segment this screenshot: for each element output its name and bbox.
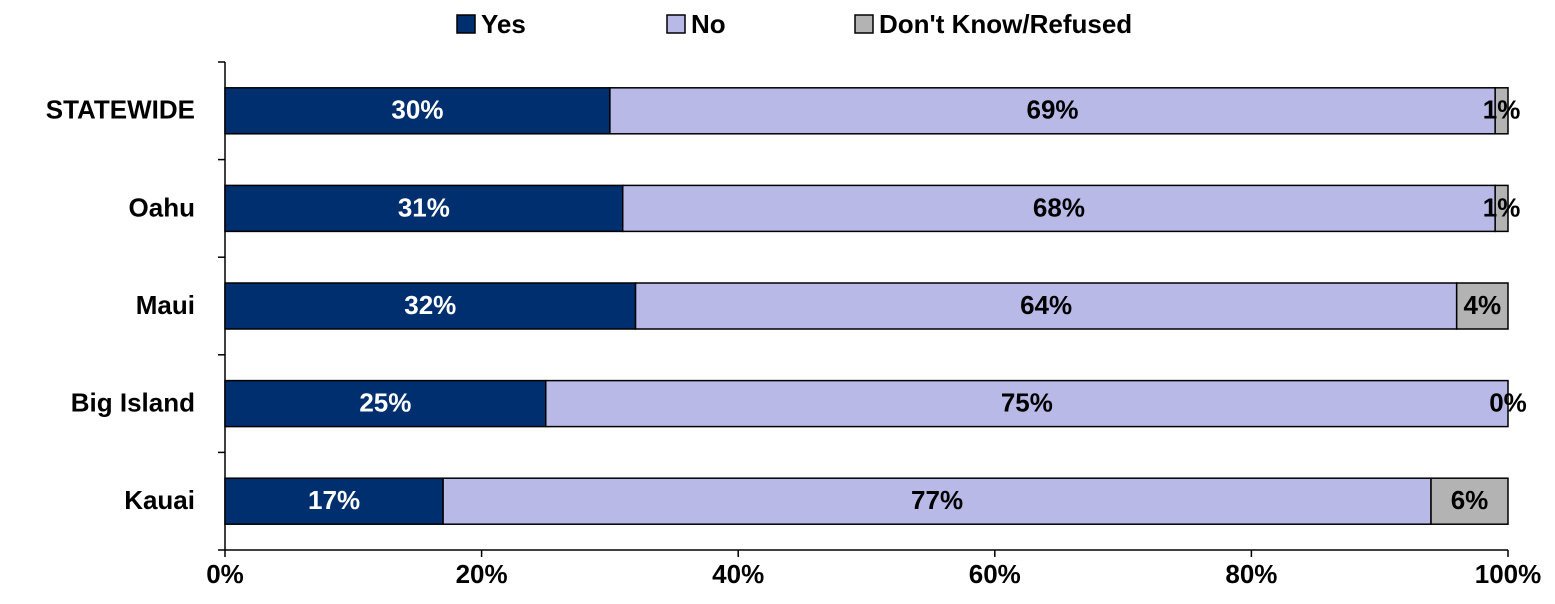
- bar-maui-no: [634, 282, 1458, 330]
- bar-kauai-don-t-know-refused: [1430, 477, 1509, 525]
- axes: 0% 20% 40% 60% 80% 100% STATEWIDE Oahu Maui Big I…: [46, 61, 1542, 589]
- data-label-oahu-don-t-know-refused: 1%: [1483, 192, 1521, 222]
- category-label-statewide: STATEWIDE: [46, 95, 195, 125]
- x-tick-label: 0%: [206, 559, 244, 589]
- data-label-statewide-no: 69%: [1027, 95, 1079, 125]
- data-label-kauai-don-t-know-refused: 6%: [1451, 485, 1489, 515]
- bar-oahu-don-t-know-refused: [1494, 184, 1509, 233]
- x-tick-label: 100%: [1475, 559, 1542, 589]
- bars: [224, 87, 1509, 525]
- legend-swatch-yes: [456, 14, 476, 34]
- data-label-statewide-don-t-know-refused: 1%: [1483, 95, 1521, 125]
- x-tick-label: 80%: [1225, 559, 1277, 589]
- x-tick-label: 20%: [456, 559, 508, 589]
- data-label-kauai-no: 77%: [911, 485, 963, 515]
- bar-big-island-no: [545, 379, 1509, 428]
- data-label-oahu-no: 68%: [1033, 192, 1085, 222]
- category-label-oahu: Oahu: [129, 192, 195, 222]
- bar-statewide-no: [609, 87, 1496, 135]
- data-label-big-island-yes: 25%: [359, 387, 411, 417]
- bar-big-island-yes: [224, 379, 547, 428]
- category-label-maui: Maui: [136, 290, 195, 320]
- data-label-maui-no: 64%: [1020, 290, 1072, 320]
- bar-oahu-no: [621, 184, 1496, 233]
- bar-oahu-yes: [224, 184, 624, 233]
- data-label-statewide-yes: 30%: [391, 95, 443, 125]
- legend-label-yes: Yes: [481, 9, 526, 39]
- category-label-big-island: Big Island: [71, 387, 195, 417]
- category-label-kauai: Kauai: [124, 485, 195, 515]
- data-labels: 30% 69% 1% 31% 68% 1% 32% 64% 4% 25% 75% 0% 17% 77% 6%: [308, 95, 1527, 515]
- legend-swatch-don-t-know-refused: [854, 14, 874, 34]
- bar-kauai-no: [442, 477, 1432, 525]
- bar-statewide-don-t-know-refused: [1494, 87, 1509, 135]
- data-label-maui-yes: 32%: [404, 290, 456, 320]
- data-label-kauai-yes: 17%: [308, 485, 360, 515]
- x-tick-label: 60%: [969, 559, 1021, 589]
- legend-label-don-t-know-refused: Don't Know/Refused: [879, 9, 1132, 39]
- bar-maui-don-t-know-refused: [1455, 282, 1509, 330]
- data-label-oahu-yes: 31%: [398, 192, 450, 222]
- data-label-big-island-don-t-know-refused: 0%: [1489, 387, 1527, 417]
- x-tick-label: 40%: [712, 559, 764, 589]
- legend: Yes No Don't Know/Refused: [456, 9, 1132, 39]
- legend-swatch-no: [666, 14, 686, 34]
- bar-maui-yes: [224, 282, 637, 330]
- data-label-big-island-no: 75%: [1001, 387, 1053, 417]
- data-label-maui-don-t-know-refused: 4%: [1464, 290, 1502, 320]
- legend-label-no: No: [691, 9, 726, 39]
